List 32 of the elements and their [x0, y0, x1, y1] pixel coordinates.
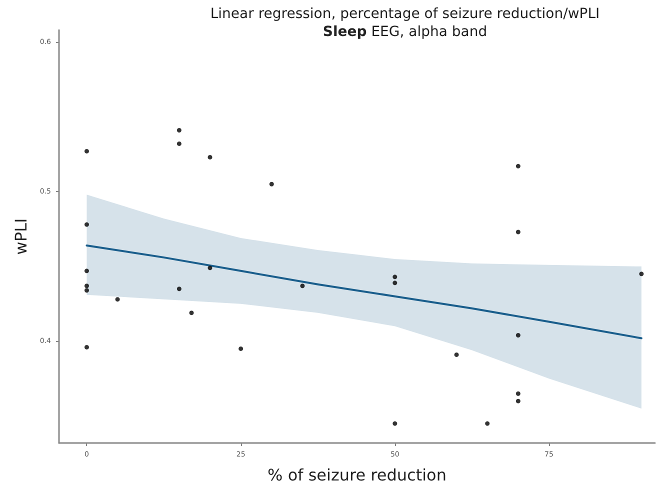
- point: [639, 272, 644, 276]
- point: [84, 344, 89, 350]
- point: [208, 266, 212, 270]
- point: [84, 148, 89, 154]
- point: [176, 128, 182, 133]
- point: [392, 421, 398, 426]
- point: [238, 346, 244, 351]
- point: [516, 398, 520, 404]
- point: [84, 288, 89, 293]
- point: [516, 230, 520, 234]
- point: [84, 268, 89, 274]
- point: [115, 297, 120, 302]
- point: [392, 274, 398, 280]
- chart-subtitle: Sleep EEG, alpha band: [322, 24, 488, 40]
- point: [516, 164, 520, 168]
- point: [392, 280, 398, 286]
- x-axis-title: % of seizure reduction: [268, 466, 446, 484]
- y-axis-title: wPLI: [11, 218, 30, 255]
- point: [189, 310, 194, 316]
- point: [516, 391, 520, 396]
- point: [84, 222, 89, 227]
- point: [485, 421, 490, 426]
- chart-title: Linear regression, percentage of seizure reduction/wPLI: [210, 6, 600, 22]
- point: [208, 154, 212, 160]
- point: [269, 182, 274, 186]
- point: [176, 141, 182, 146]
- line-series: [86, 244, 642, 340]
- point: [84, 284, 89, 288]
- point: [454, 352, 459, 357]
- point: [300, 284, 305, 288]
- point: [516, 333, 520, 338]
- point: [176, 286, 182, 292]
